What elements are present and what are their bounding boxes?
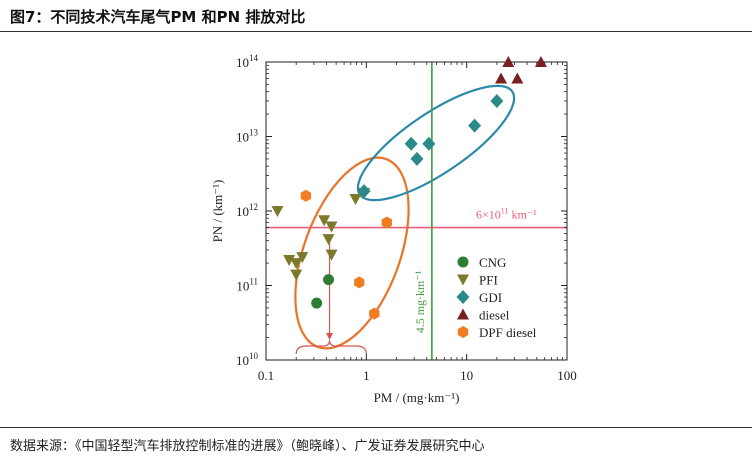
bottom-rule [0,427,752,428]
legend-label-diesel: diesel [479,308,510,323]
cng-point [323,274,335,286]
top-rule [0,31,752,32]
diesel-point [502,56,515,67]
gdi-point [357,184,371,199]
legend-label-gdi: GDI [479,290,502,305]
ellipse-pfi-cng-dpf [294,156,410,350]
gdi-point [468,118,482,133]
pfi-point [325,249,338,261]
dpf-diesel-point [354,276,365,289]
pm-threshold-label: 4.5 mg·km⁻¹ [413,270,427,333]
diesel-point [511,72,524,84]
figure-title: 图7：不同技术汽车尾气PM 和PN 排放对比 [10,8,306,26]
pfi-point [325,221,338,233]
dpf-diesel-point [381,216,392,229]
cng-point [311,297,323,309]
gdi-point [404,136,418,151]
legend-marker-dpf-diesel [457,326,469,338]
gdi-point [490,93,504,108]
y-tick-label: 1014 [236,53,259,70]
reference-lines: 6×1011 km⁻¹ 4.5 mg·km⁻¹ [266,62,567,360]
range-arrow-head [326,333,334,340]
legend-label-dpf-diesel: DPF diesel [479,325,537,340]
pfi-point [290,269,303,281]
legend: CNG PFI GDI diesel DPF diesel [456,255,537,340]
pfi-point [271,206,284,217]
diesel-point [495,72,508,84]
x-tick-label: 0.1 [258,368,274,383]
axes: 0.1 1 10 100 1010 1011 1012 1013 1014 [236,53,577,383]
y-tick-label: 1010 [236,351,259,368]
dpf-diesel-point [369,307,380,320]
pfi-point [322,234,335,246]
x-tick-label: 10 [460,368,473,383]
y-axis-label: PN / (km⁻¹) [210,180,225,243]
x-tick-label: 1 [363,368,370,383]
legend-label-pfi: PFI [479,273,498,288]
legend-marker-pfi [457,274,469,286]
y-tick-label: 1013 [236,128,259,145]
legend-label-cng: CNG [479,255,506,270]
x-axis-label: PM / (mg·km⁻¹) [374,390,460,405]
legend-marker-cng [457,256,469,268]
diesel-point [534,56,547,67]
legend-marker-diesel [457,308,469,320]
pfi-point [290,258,303,270]
gdi-point [410,151,424,166]
pfi-point [349,193,362,205]
pfi-point [318,215,331,227]
source-note: 数据来源：《中国轻型汽车排放控制标准的进展》（鲍晓峰）、广发证券发展研究中心 [10,439,485,454]
dpf-diesel-point [300,189,312,202]
legend-marker-gdi [456,290,470,304]
pfi-point [283,254,296,266]
range-bracket [295,339,367,355]
data-marks [271,56,547,320]
ellipse-gdi [356,84,516,202]
y-tick-label: 1011 [236,277,258,294]
gdi-point [422,136,436,151]
y-tick-label: 1012 [236,202,258,219]
pn-threshold-label: 6×1011 km⁻¹ [476,207,537,222]
x-tick-label: 100 [557,368,577,383]
pfi-point [296,252,309,264]
scatter-chart: 6×1011 km⁻¹ 4.5 mg·km⁻¹ 0.1 1 10 100 1010 1011… [210,53,577,405]
